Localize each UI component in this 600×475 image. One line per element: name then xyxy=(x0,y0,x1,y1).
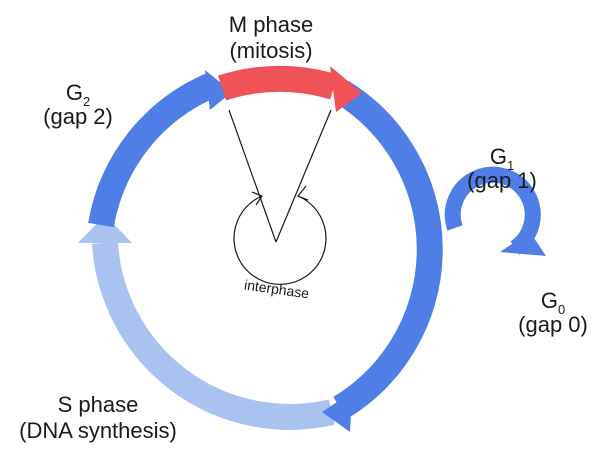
g2-arc xyxy=(88,73,218,228)
g0-label: G0 (gap 0) xyxy=(508,290,598,336)
g2-desc: (gap 2) xyxy=(43,104,113,129)
g2-arrowhead xyxy=(205,70,232,110)
interphase-line-right xyxy=(275,109,332,243)
g1-arc xyxy=(333,80,443,420)
interphase-arrowhead-right xyxy=(297,185,309,201)
g0-name: G0 xyxy=(540,288,566,317)
g1-desc: (gap 1) xyxy=(467,168,537,193)
g1-label: G1 (gap 1) xyxy=(452,146,552,192)
m-phase-name: M phase xyxy=(228,12,314,37)
m-phase-desc: (mitosis) xyxy=(229,38,313,63)
g0-arrowhead xyxy=(500,232,546,256)
m-phase-label: M phase (mitosis) xyxy=(206,14,336,62)
m-phase-arc xyxy=(217,65,338,101)
g2-name: G2 xyxy=(65,80,91,109)
s-phase-name: S phase xyxy=(57,392,139,417)
g0-desc: (gap 0) xyxy=(518,312,588,337)
g1-arrowhead xyxy=(322,392,352,432)
interphase-arrowhead-left xyxy=(251,191,263,206)
s-phase-label: S phase (DNA synthesis) xyxy=(8,394,188,442)
interphase-arc xyxy=(233,195,327,285)
interphase-line-left xyxy=(228,109,277,243)
g2-label: G2 (gap 2) xyxy=(28,82,128,128)
g0-loop xyxy=(444,166,541,255)
s-phase-arrowhead xyxy=(78,215,132,243)
s-phase-desc: (DNA synthesis) xyxy=(19,418,177,443)
s-phase-arc xyxy=(92,242,335,430)
g1-name: G1 xyxy=(489,144,515,173)
m-phase-arrowhead xyxy=(330,66,362,112)
